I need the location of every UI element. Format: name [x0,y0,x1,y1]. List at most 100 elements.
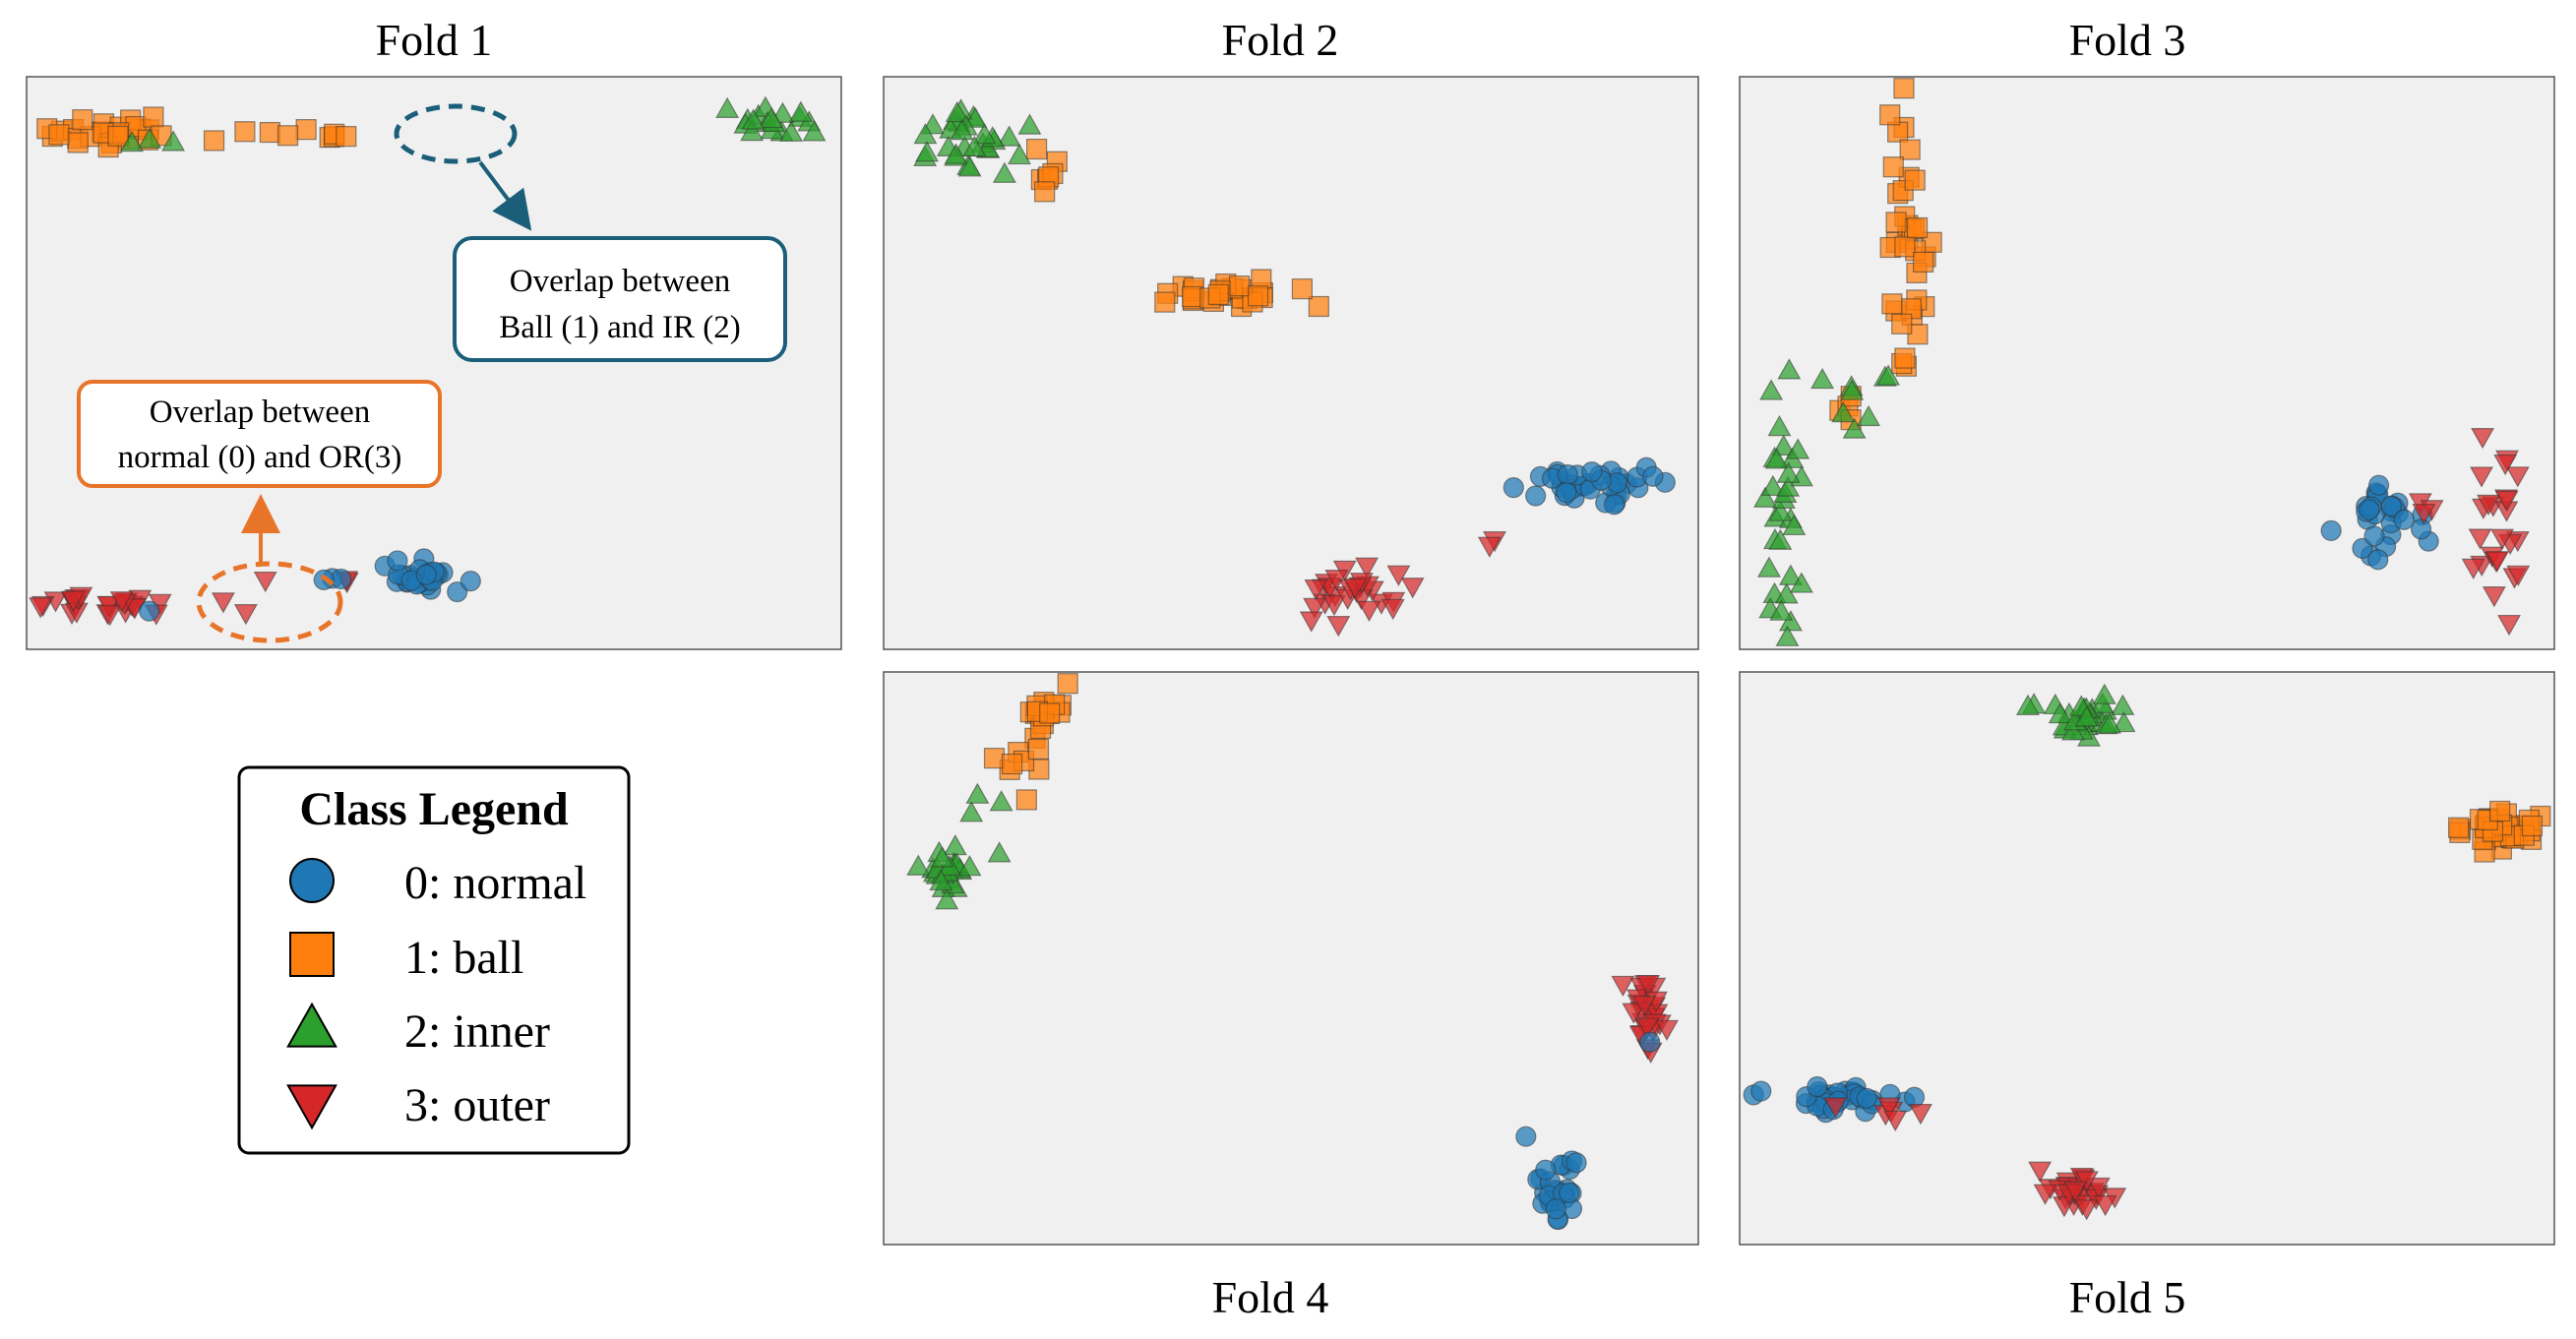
fold-4-title: Fold 4 [1212,1272,1329,1322]
scatter-point-normal [460,570,481,592]
scatter-point-outer [2033,1184,2057,1205]
scatter-point-ball [1894,236,1916,258]
legend-label-ball: 1: ball [404,932,523,984]
ball-ir-callout-box [453,236,787,362]
scatter-point-outer [109,591,134,613]
scatter-point-normal [1503,476,1524,499]
scatter-point-inner [1767,414,1792,437]
scatter-point-ball [1899,139,1921,160]
scatter-point-inner [1768,528,1793,550]
scatter-point-inner [740,119,765,142]
fold-4-plot [883,671,1699,1246]
plot-area-background [26,76,842,650]
normal-or-callout-line2: normal (0) and OR(3) [118,440,402,475]
scatter-point-inner [1007,143,1032,165]
scatter-point-ball [276,125,299,147]
scatter-point-inner [1831,400,1856,423]
scatter-point-outer [253,571,277,593]
normal-or-overlap-annotation: Overlap between normal (0) and OR(3) [77,380,442,643]
scatter-point-normal [2410,518,2432,540]
scatter-point-normal [1642,465,1664,487]
scatter-point-normal [2393,509,2415,530]
scatter-point-outer [1299,611,1323,633]
scatter-point-normal [1535,1159,1557,1181]
scatter-point-inner [1774,582,1799,604]
scatter-point-outer [2086,1177,2111,1199]
ball-ir-overlap-ellipse [394,103,518,164]
scatter-point-inner [930,846,954,868]
scatter-point-inner [1842,417,1867,439]
scatter-point-inner [957,155,982,177]
scatter-point-normal [1603,494,1625,516]
scatter-point-inner [2015,694,2040,715]
scatter-point-inner [935,887,959,910]
scatter-point-normal [387,550,408,572]
scatter-point-inner [1789,572,1813,593]
scatter-point-normal [1545,1198,1566,1220]
scatter-point-outer [2497,614,2522,637]
scatter-point-inner [1756,556,1781,578]
scatter-point-ball [1891,313,1913,335]
scatter-point-outer [2494,490,2519,513]
scatter-point-inner [715,96,740,118]
scatter-point-normal [2320,519,2342,541]
legend-marker-ball [289,932,335,977]
scatter-point-outer [2471,427,2495,450]
legend-label-inner: 2: inner [404,1005,550,1058]
scatter-point-ball [203,130,225,152]
scatter-point-outer [1321,594,1346,617]
scatter-point-outer [1876,1097,1901,1119]
scatter-point-outer [1883,1110,1908,1132]
scatter-point-ball [1894,347,1916,369]
scatter-point-ball [1228,275,1251,297]
scatter-point-inner [2074,705,2099,727]
scatter-point-normal [1639,1031,1661,1053]
scatter-point-normal [1557,463,1578,486]
scatter-point-outer [2461,558,2485,580]
scatter-point-normal [1750,1080,1772,1102]
scatter-point-outer [2506,565,2531,587]
scatter-point-normal [1525,485,1547,507]
scatter-point-inner [760,106,784,129]
ball-ir-callout-line2: Ball (1) and IR (2) [499,310,741,345]
scatter-point-inner [741,108,766,130]
scatter-point-ball [1015,789,1037,811]
scatter-point-ball [1027,738,1050,761]
scatter-point-normal [2359,499,2380,520]
scatter-point-outer [2476,494,2500,517]
normal-or-callout-box [77,380,442,488]
scatter-point-ball [336,126,357,148]
scatter-point-ball [1308,295,1329,318]
scatter-point-inner [1810,367,1835,390]
plot-area-background [1739,671,2555,1246]
scatter-point-outer [61,590,86,612]
scatter-point-inner [1764,448,1789,469]
scatter-point-inner [1876,364,1901,386]
legend-title: Class Legend [299,783,569,835]
scatter-point-outer [2505,466,2530,488]
scatter-point-normal [139,600,160,622]
ball-ir-arrow [478,160,532,231]
scatter-point-ball [259,121,280,144]
legend-marker-outer [286,1084,337,1130]
scatter-point-ball [2521,815,2544,837]
scatter-point-outer [1380,598,1405,621]
scatter-point-ball [1207,283,1229,305]
scatter-point-inner [1775,625,1800,646]
scatter-point-inner [950,118,974,141]
fold-5-plot [1739,671,2555,1246]
scatter-point-normal [2367,474,2390,496]
scatter-point-outer [2469,466,2494,488]
scatter-point-normal [1856,1087,1877,1110]
scatter-point-outer [29,597,53,619]
legend-label-normal: 0: normal [404,857,586,909]
scatter-point-inner [1777,358,1802,380]
scatter-point-inner [1857,404,1881,427]
fold-2-title: Fold 2 [1222,15,1339,65]
scatter-point-inner [2112,710,2136,733]
scatter-point-inner [1782,514,1807,536]
scatter-point-outer [2493,454,2518,476]
fold-1-plot [26,76,842,650]
scatter-point-inner [959,801,984,822]
